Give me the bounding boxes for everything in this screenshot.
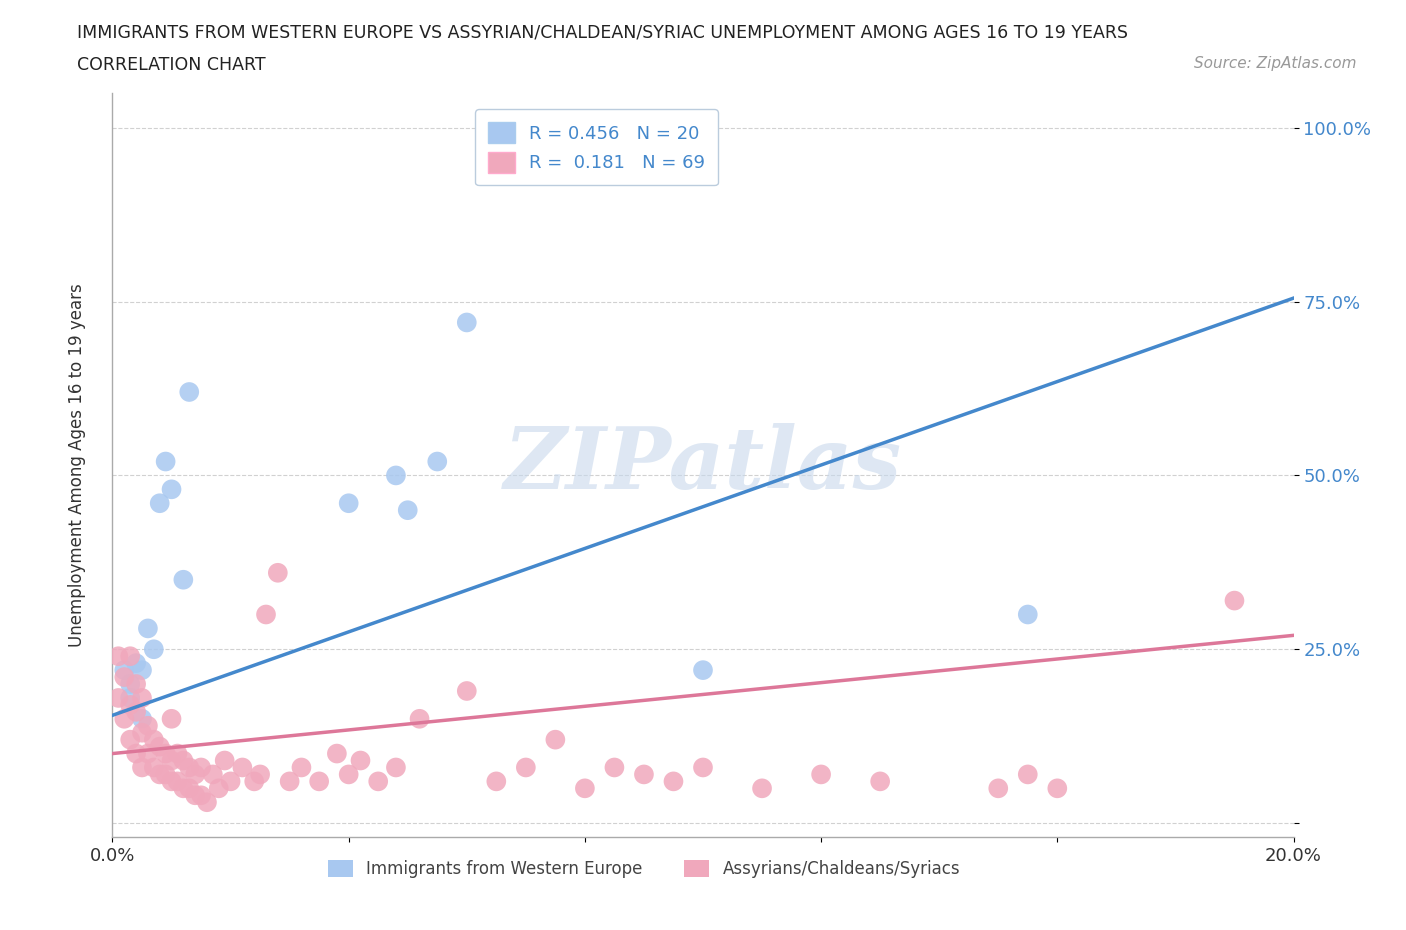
Point <box>515 760 537 775</box>
Point <box>426 454 449 469</box>
Point <box>337 496 360 511</box>
Point <box>131 760 153 775</box>
Point <box>125 656 148 671</box>
Point <box>396 503 419 518</box>
Point <box>633 767 655 782</box>
Point <box>131 725 153 740</box>
Point <box>155 767 177 782</box>
Point <box>149 767 172 782</box>
Point <box>149 496 172 511</box>
Point <box>987 781 1010 796</box>
Point <box>243 774 266 789</box>
Point <box>1223 593 1246 608</box>
Point <box>172 781 194 796</box>
Point <box>142 732 165 747</box>
Text: Source: ZipAtlas.com: Source: ZipAtlas.com <box>1194 56 1357 71</box>
Point <box>184 767 207 782</box>
Legend: Immigrants from Western Europe, Assyrians/Chaldeans/Syriacs: Immigrants from Western Europe, Assyrian… <box>321 853 967 884</box>
Point <box>408 711 430 726</box>
Text: IMMIGRANTS FROM WESTERN EUROPE VS ASSYRIAN/CHALDEAN/SYRIAC UNEMPLOYMENT AMONG AG: IMMIGRANTS FROM WESTERN EUROPE VS ASSYRI… <box>77 23 1129 41</box>
Point <box>290 760 312 775</box>
Point <box>456 684 478 698</box>
Point <box>219 774 242 789</box>
Point <box>456 315 478 330</box>
Point <box>125 677 148 692</box>
Point <box>662 774 685 789</box>
Text: ZIPatlas: ZIPatlas <box>503 423 903 507</box>
Point <box>155 746 177 761</box>
Point <box>149 739 172 754</box>
Point <box>136 718 159 733</box>
Point <box>160 482 183 497</box>
Point <box>136 746 159 761</box>
Point <box>337 767 360 782</box>
Point <box>267 565 290 580</box>
Point <box>179 781 201 796</box>
Point <box>107 649 129 664</box>
Point <box>120 677 142 692</box>
Point <box>326 746 349 761</box>
Point <box>125 704 148 719</box>
Point <box>131 663 153 678</box>
Point <box>160 753 183 768</box>
Point <box>574 781 596 796</box>
Point <box>1017 607 1039 622</box>
Point <box>107 690 129 705</box>
Point <box>136 621 159 636</box>
Point <box>1046 781 1069 796</box>
Point <box>810 767 832 782</box>
Point <box>142 760 165 775</box>
Point <box>254 607 277 622</box>
Point <box>190 760 212 775</box>
Point <box>120 732 142 747</box>
Text: Unemployment Among Ages 16 to 19 years: Unemployment Among Ages 16 to 19 years <box>69 283 86 647</box>
Point <box>184 788 207 803</box>
Point <box>172 753 194 768</box>
Point <box>179 384 201 399</box>
Point <box>692 760 714 775</box>
Point <box>120 698 142 712</box>
Point <box>166 746 188 761</box>
Point <box>160 711 183 726</box>
Point <box>142 642 165 657</box>
Point <box>190 788 212 803</box>
Point <box>278 774 301 789</box>
Point <box>308 774 330 789</box>
Point <box>869 774 891 789</box>
Point <box>125 746 148 761</box>
Point <box>166 774 188 789</box>
Point <box>603 760 626 775</box>
Point <box>214 753 236 768</box>
Point <box>1017 767 1039 782</box>
Point <box>179 760 201 775</box>
Point <box>249 767 271 782</box>
Point <box>367 774 389 789</box>
Point <box>692 663 714 678</box>
Point <box>195 795 218 810</box>
Point <box>112 670 135 684</box>
Point <box>208 781 231 796</box>
Point <box>231 760 253 775</box>
Point <box>120 690 142 705</box>
Point <box>131 690 153 705</box>
Point <box>160 774 183 789</box>
Point <box>385 760 408 775</box>
Text: CORRELATION CHART: CORRELATION CHART <box>77 56 266 73</box>
Point <box>485 774 508 789</box>
Point <box>172 572 194 587</box>
Point <box>112 711 135 726</box>
Point <box>385 468 408 483</box>
Point <box>544 732 567 747</box>
Point <box>751 781 773 796</box>
Point <box>131 711 153 726</box>
Point <box>112 663 135 678</box>
Point <box>120 649 142 664</box>
Point <box>349 753 371 768</box>
Point <box>201 767 224 782</box>
Point <box>155 454 177 469</box>
